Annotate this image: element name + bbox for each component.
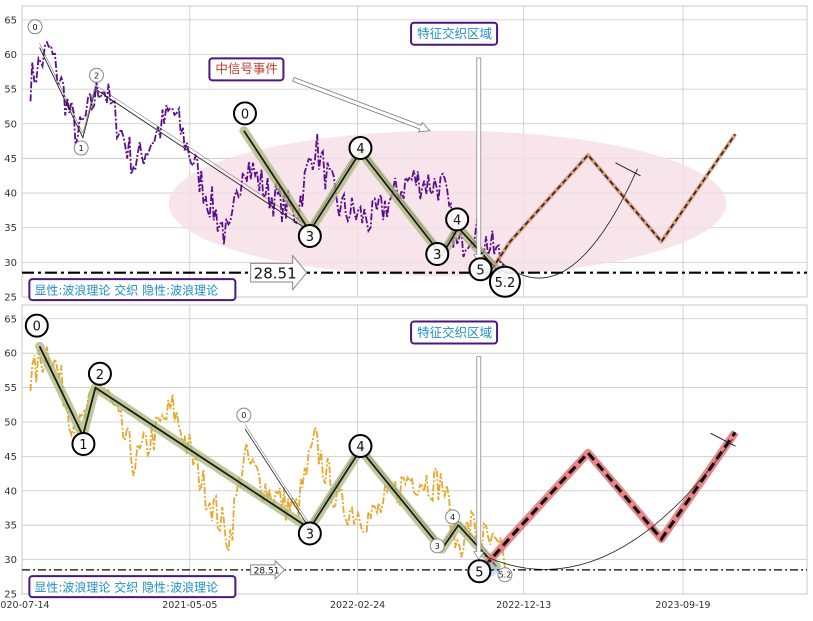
wave-label: 4 <box>450 513 455 522</box>
legend-box-label: 显性:波浪理论 交织 隐性:波浪理论 <box>34 283 218 298</box>
vertical-marker-arrow <box>473 356 485 561</box>
y-tick-label: 55 <box>4 85 17 96</box>
forecast-dash <box>483 431 737 568</box>
wave-label: 3 <box>306 230 314 245</box>
wave-label-circle <box>24 313 49 338</box>
wave-label: 5.2 <box>499 571 512 580</box>
wave-label-circle <box>348 136 373 161</box>
chart-panel-bottom: 2530354045505560652020-07-142021-05-0520… <box>0 304 808 611</box>
legend-box <box>28 278 237 302</box>
event-arrow <box>292 76 431 133</box>
wave-core-line <box>38 345 498 568</box>
wave-label: 4 <box>356 440 364 455</box>
feature-box <box>410 320 499 345</box>
y-tick-label: 45 <box>4 452 17 463</box>
wave-label: 3 <box>433 248 441 263</box>
wave-label-circle <box>348 434 373 459</box>
event-box <box>208 57 285 82</box>
wave-label: 1 <box>79 144 84 153</box>
forecast-dash <box>486 133 736 277</box>
reference-arrow <box>250 254 308 292</box>
wave-label-circle <box>467 559 492 584</box>
y-tick-label: 45 <box>4 154 17 165</box>
wave-label: 5 <box>476 263 484 278</box>
y-tick-label: 30 <box>4 555 17 566</box>
reference-arrow <box>250 559 286 581</box>
y-tick-label: 35 <box>4 223 17 234</box>
wave-label: 5 <box>475 565 483 580</box>
wave-label-circle <box>429 538 445 554</box>
y-tick-label: 40 <box>4 189 17 200</box>
wave-label-circle <box>89 67 105 83</box>
y-tick-label: 60 <box>4 50 17 61</box>
wave-label-circle <box>468 257 493 282</box>
forecast-arc-tick <box>710 432 736 447</box>
forecast-arc-tick <box>615 162 641 177</box>
wave-label: 4 <box>453 213 461 228</box>
y-tick-label: 50 <box>4 417 17 428</box>
wave-label-circle <box>297 521 322 546</box>
legend-box-label: 显性:波浪理论 交织 隐性:波浪理论 <box>34 580 218 595</box>
y-tick-label: 30 <box>4 258 17 269</box>
event-label: 中信号事件 <box>215 61 278 76</box>
wave-label: 0 <box>241 411 246 420</box>
wave-label: 0 <box>241 107 249 122</box>
wave-label-circle <box>73 140 89 156</box>
feature-box <box>410 21 499 46</box>
y-tick-label: 65 <box>4 15 17 26</box>
price-series-line <box>29 40 506 280</box>
feature-box-label: 特征交织区域 <box>417 26 492 41</box>
y-tick-label: 25 <box>4 293 17 304</box>
y-tick-label: 50 <box>4 119 17 130</box>
x-tick-label: 2022-12-13 <box>496 600 551 611</box>
legend-box <box>28 575 237 599</box>
wave-label-circle <box>71 431 96 456</box>
chart-panel-top: 25303540455055606528.51中信号事件特征交织区域显性:波浪理… <box>4 5 808 304</box>
overlay-wave-envelope <box>244 424 497 563</box>
reference-value-label: 28.51 <box>254 265 297 283</box>
y-tick-label: 65 <box>4 314 17 325</box>
y-tick-label: 55 <box>4 383 17 394</box>
y-tick-label: 35 <box>4 521 17 532</box>
wave-label-circle <box>27 19 43 35</box>
wave-label-circle <box>497 567 513 583</box>
wave-label-circle <box>87 361 112 386</box>
wave-label-circle <box>232 101 257 126</box>
wave-label: 2 <box>94 71 99 80</box>
wave-label: 5.2 <box>495 276 516 291</box>
wave-label: 3 <box>435 542 440 551</box>
wave-label-circle <box>425 242 450 267</box>
x-tick-label: 2022-02-24 <box>330 600 385 611</box>
wave-label: 3 <box>306 527 314 542</box>
wave-label: 0 <box>33 23 38 32</box>
x-tick-label: 2021-05-05 <box>162 600 217 611</box>
wave-label: 1 <box>79 438 87 453</box>
forecast-arc <box>484 438 733 570</box>
wave-label-circle <box>297 224 322 249</box>
wave-label-circle <box>236 407 252 423</box>
wave-label-circle <box>488 265 521 298</box>
wave-label-circle <box>445 207 470 232</box>
wave-label: 4 <box>356 142 364 157</box>
feature-box-label: 特征交织区域 <box>417 325 492 340</box>
reference-value-label: 28.51 <box>254 566 280 576</box>
y-tick-label: 40 <box>4 486 17 497</box>
y-tick-label: 60 <box>4 349 17 360</box>
y-tick-label: 25 <box>4 590 17 601</box>
wave-label: 2 <box>96 368 104 383</box>
x-tick-label: 2023-09-19 <box>655 600 710 611</box>
x-tick-label: 2020-07-14 <box>0 600 50 611</box>
wave-label: 0 <box>33 320 41 335</box>
wave-label-circle <box>445 509 461 525</box>
